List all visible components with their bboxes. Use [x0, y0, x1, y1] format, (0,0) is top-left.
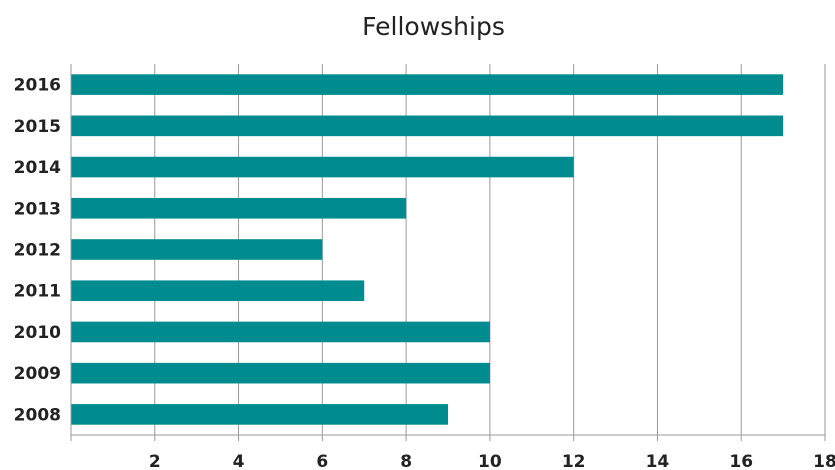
x-tick-label-14: 14	[646, 452, 670, 470]
bar-2011	[71, 280, 364, 301]
x-tick-labels: 2 4 6 8 10 12 14 16 18	[149, 452, 835, 470]
y-tick-label-2015: 2015	[14, 117, 61, 137]
bar-2015	[71, 116, 783, 137]
bars	[71, 74, 783, 424]
y-tick-labels: 2008 2009 2010 2011 2012 2013 2014 2015 2016	[14, 76, 61, 426]
bar-2008	[71, 404, 448, 425]
y-tick-label-2014: 2014	[14, 158, 61, 178]
y-tick-label-2011: 2011	[14, 282, 61, 302]
bar-2016	[71, 74, 783, 95]
bar-2014	[71, 157, 574, 178]
bar-2012	[71, 239, 322, 260]
bar-2013	[71, 198, 406, 219]
y-tick-label-2008: 2008	[14, 405, 61, 425]
y-tick-label-2012: 2012	[14, 241, 61, 261]
x-tick-label-4: 4	[233, 452, 245, 470]
y-tick-label-2009: 2009	[14, 364, 61, 384]
bar-2010	[71, 322, 490, 343]
bar-2009	[71, 363, 490, 384]
y-tick-label-2013: 2013	[14, 199, 61, 219]
x-tick-label-2: 2	[149, 452, 161, 470]
x-tick-label-12: 12	[562, 452, 586, 470]
x-tick-label-8: 8	[400, 452, 412, 470]
x-tick-label-16: 16	[729, 452, 753, 470]
y-tick-label-2010: 2010	[14, 323, 61, 343]
y-tick-label-2016: 2016	[14, 76, 61, 96]
x-tick-label-6: 6	[316, 452, 328, 470]
x-tick-label-10: 10	[478, 452, 502, 470]
x-tick-label-18: 18	[813, 452, 835, 470]
